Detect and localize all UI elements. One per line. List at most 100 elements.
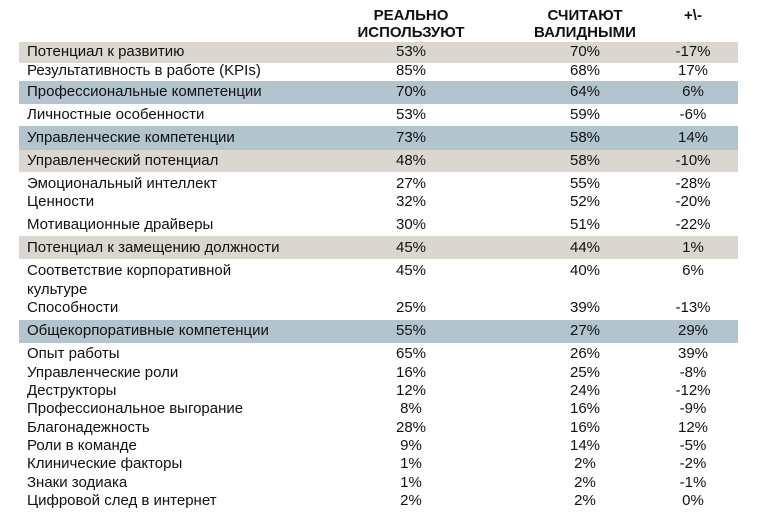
- row-label: Роли в команде: [27, 437, 137, 454]
- row-label: Управленческие роли: [27, 364, 179, 381]
- row-label: Мотивационные драйверы: [27, 216, 214, 233]
- difference-value: -5%: [679, 437, 707, 454]
- consider-valid-value: 70%: [569, 43, 601, 60]
- header-difference: +\-: [684, 7, 702, 24]
- difference-value: -10%: [675, 152, 711, 169]
- row-label: Способности: [27, 299, 119, 316]
- row-label: Профессиональное выгорание: [27, 400, 244, 417]
- consider-valid-value: 2%: [574, 492, 596, 509]
- highlight-band: [19, 126, 738, 150]
- row-label: Общекорпоративные компетенции: [27, 322, 269, 339]
- really-use-value: 1%: [400, 455, 422, 472]
- highlight-band: [19, 42, 738, 63]
- consider-valid-value: 2%: [574, 474, 596, 491]
- header-consider-valid-line1: СЧИТАЮТ: [547, 7, 623, 24]
- difference-value: -22%: [675, 216, 711, 233]
- difference-value: 39%: [677, 345, 709, 362]
- really-use-value: 9%: [400, 437, 422, 454]
- row-label-line2: культуре: [27, 281, 88, 298]
- consider-valid-value: 58%: [569, 152, 601, 169]
- consider-valid-value: 26%: [569, 345, 601, 362]
- row-label: Профессиональные компетенции: [27, 83, 262, 100]
- row-label: Потенциал к развитию: [27, 43, 185, 60]
- difference-value: -6%: [679, 106, 707, 123]
- really-use-value: 65%: [395, 345, 427, 362]
- row-label: Знаки зодиака: [27, 474, 128, 491]
- difference-value: 0%: [682, 492, 704, 509]
- really-use-value: 53%: [395, 43, 427, 60]
- consider-valid-value: 51%: [569, 216, 601, 233]
- really-use-value: 8%: [400, 400, 422, 417]
- highlight-band: [19, 150, 738, 172]
- really-use-value: 48%: [395, 152, 427, 169]
- row-label: Личностные особенности: [27, 106, 205, 123]
- header-really-use-line2: ИСПОЛЬЗУЮТ: [357, 24, 465, 41]
- consider-valid-value: 44%: [569, 239, 601, 256]
- row-label: Клинические факторы: [27, 455, 183, 472]
- really-use-value: 45%: [395, 262, 427, 279]
- header-consider-valid: СЧИТАЮТ ВАЛИДНЫМИ: [534, 7, 636, 41]
- really-use-value: 73%: [395, 129, 427, 146]
- difference-value: 17%: [677, 62, 709, 79]
- row-label: Управленческий потенциал: [27, 152, 219, 169]
- highlight-band: [19, 236, 738, 259]
- row-label: Потенциал к замещению должности: [27, 239, 280, 256]
- consider-valid-value: 2%: [574, 455, 596, 472]
- highlight-band: [19, 81, 738, 104]
- difference-value: -12%: [675, 382, 711, 399]
- consider-valid-value: 27%: [569, 322, 601, 339]
- highlight-band: [19, 320, 738, 343]
- difference-value: -13%: [675, 299, 711, 316]
- difference-value: 14%: [677, 129, 709, 146]
- consider-valid-value: 52%: [569, 193, 601, 210]
- row-label: Эмоциональный интеллект: [27, 175, 218, 192]
- really-use-value: 28%: [395, 419, 427, 436]
- consider-valid-value: 16%: [569, 400, 601, 417]
- difference-value: -28%: [675, 175, 711, 192]
- header-difference-label: +\-: [684, 7, 702, 24]
- really-use-value: 55%: [395, 322, 427, 339]
- really-use-value: 30%: [395, 216, 427, 233]
- difference-value: 1%: [682, 239, 704, 256]
- row-label: Благонадежность: [27, 419, 150, 436]
- row-label: Опыт работы: [27, 345, 120, 362]
- row-label: Управленческие компетенции: [27, 129, 235, 146]
- really-use-value: 32%: [395, 193, 427, 210]
- consider-valid-value: 64%: [569, 83, 601, 100]
- difference-value: 6%: [682, 262, 704, 279]
- really-use-value: 27%: [395, 175, 427, 192]
- difference-value: -1%: [679, 474, 707, 491]
- header-really-use: РЕАЛЬНО ИСПОЛЬЗУЮТ: [357, 7, 464, 41]
- really-use-value: 12%: [395, 382, 427, 399]
- row-label: Результативность в работе (KPIs): [27, 62, 261, 79]
- row-label: Цифровой след в интернет: [27, 492, 217, 509]
- consider-valid-value: 25%: [569, 364, 601, 381]
- consider-valid-value: 24%: [569, 382, 601, 399]
- consider-valid-value: 14%: [569, 437, 601, 454]
- difference-value: -8%: [679, 364, 707, 381]
- really-use-value: 25%: [395, 299, 427, 316]
- row-label: Деструкторы: [27, 382, 117, 399]
- header-really-use-line1: РЕАЛЬНО: [373, 7, 449, 24]
- difference-value: -20%: [675, 193, 711, 210]
- difference-value: 29%: [677, 322, 709, 339]
- row-label: Соответствие корпоративной: [27, 262, 232, 279]
- consider-valid-value: 39%: [569, 299, 601, 316]
- really-use-value: 45%: [395, 239, 427, 256]
- really-use-value: 2%: [400, 492, 422, 509]
- difference-value: 6%: [682, 83, 704, 100]
- consider-valid-value: 16%: [569, 419, 601, 436]
- row-label: Ценности: [27, 193, 95, 210]
- consider-valid-value: 55%: [569, 175, 601, 192]
- difference-value: 12%: [677, 419, 709, 436]
- difference-value: -17%: [675, 43, 711, 60]
- header-consider-valid-line2: ВАЛИДНЫМИ: [534, 24, 636, 41]
- consider-valid-value: 40%: [569, 262, 601, 279]
- consider-valid-value: 58%: [569, 129, 601, 146]
- consider-valid-value: 68%: [569, 62, 601, 79]
- difference-value: -2%: [679, 455, 707, 472]
- really-use-value: 53%: [395, 106, 427, 123]
- really-use-value: 70%: [395, 83, 427, 100]
- difference-value: -9%: [679, 400, 707, 417]
- really-use-value: 16%: [395, 364, 427, 381]
